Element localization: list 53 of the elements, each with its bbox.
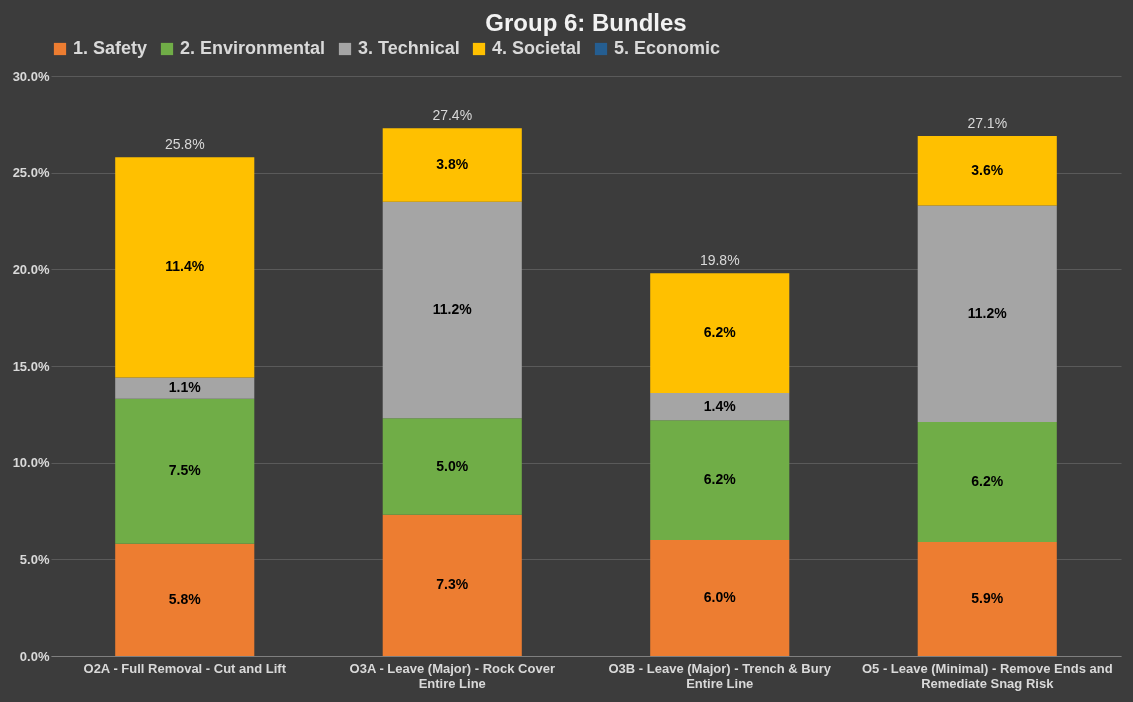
data-label: 6.2% xyxy=(703,324,737,341)
bar xyxy=(115,398,255,544)
total-label: 27.4% xyxy=(432,107,473,124)
legend-label: 3. Technical xyxy=(358,38,460,58)
total-label: 25.8% xyxy=(164,136,205,153)
x-tick-label: O5 - Leave (Minimal) - Remove Ends and Remediate Snag Risk xyxy=(861,660,1113,691)
data-label: 6.0% xyxy=(703,589,737,605)
bar xyxy=(650,540,790,656)
legend-label: 4. Societal xyxy=(492,38,582,58)
data-label: 11.2% xyxy=(432,300,473,317)
data-label: 5.8% xyxy=(168,590,202,607)
bar xyxy=(650,420,790,540)
bar xyxy=(917,422,1057,542)
chart-title: Group 6: Bundles xyxy=(485,9,687,36)
data-label: 3.6% xyxy=(971,161,1004,178)
bar xyxy=(382,201,522,419)
bar xyxy=(650,273,790,394)
data-label: 5.9% xyxy=(971,589,1004,606)
bar xyxy=(917,135,1057,206)
x-tick-label: O3A - Leave (Major) - Rock Cover Entire Line xyxy=(349,660,555,691)
bar xyxy=(115,543,255,656)
y-tick-label: 25.0% xyxy=(12,165,50,181)
data-label: 1.1% xyxy=(168,379,202,396)
x-tick-label: O2A - Full Removal - Cut and Lift xyxy=(83,660,287,676)
total-label: 27.1% xyxy=(967,114,1008,131)
y-tick-label: 20.0% xyxy=(12,261,50,277)
legend-label: 2. Environmental xyxy=(180,38,326,58)
data-label: 3.8% xyxy=(436,155,469,172)
data-label: 11.4% xyxy=(165,258,205,275)
legend-label: 5. Economic xyxy=(614,38,721,58)
bar xyxy=(917,541,1057,656)
bar xyxy=(650,393,790,421)
total-label: 19.8% xyxy=(699,252,740,269)
y-tick-label: 0.0% xyxy=(19,648,50,664)
bar xyxy=(382,128,522,202)
bar xyxy=(917,205,1057,423)
data-label: 7.3% xyxy=(436,576,469,593)
data-label: 11.2% xyxy=(967,304,1008,321)
y-tick-label: 10.0% xyxy=(12,455,50,471)
data-label: 6.2% xyxy=(971,473,1004,489)
data-label: 7.5% xyxy=(168,462,202,479)
y-tick-label: 15.0% xyxy=(12,358,50,374)
x-tick-label: O3B - Leave (Major) - Trench & Bury Entire Line xyxy=(608,660,832,691)
bar xyxy=(382,418,522,515)
y-tick-label: 5.0% xyxy=(19,551,50,567)
data-label: 5.0% xyxy=(436,457,469,474)
y-tick-label: 30.0% xyxy=(12,68,50,84)
bar xyxy=(382,514,522,656)
bar xyxy=(115,377,255,399)
data-label: 6.2% xyxy=(703,471,737,488)
bar xyxy=(115,157,255,378)
data-label: 1.4% xyxy=(703,397,737,414)
legend-label: 1. Safety xyxy=(73,38,148,58)
